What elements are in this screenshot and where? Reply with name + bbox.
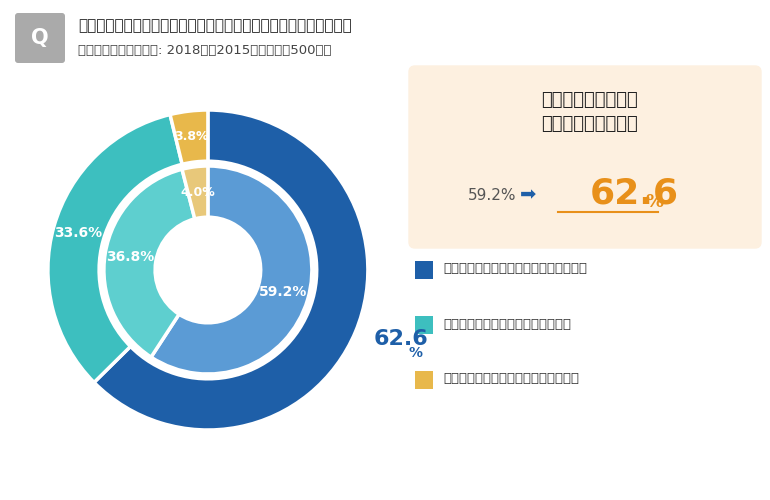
- Text: あなたは、防犯カメラをもっと設置したほうが良いと思いますか。: あなたは、防犯カメラをもっと設置したほうが良いと思いますか。: [78, 18, 352, 34]
- Wedge shape: [48, 114, 182, 382]
- Wedge shape: [170, 110, 208, 164]
- FancyBboxPatch shape: [15, 13, 65, 63]
- FancyBboxPatch shape: [409, 66, 761, 248]
- Text: 3.8%: 3.8%: [175, 130, 209, 143]
- Text: 59.2%: 59.2%: [468, 188, 517, 202]
- Text: Q: Q: [32, 28, 49, 48]
- Text: %: %: [645, 193, 663, 211]
- Text: （単数回答、回答者数: 2018年・2015年それぞれ500人）: （単数回答、回答者数: 2018年・2015年それぞれ500人）: [78, 44, 332, 57]
- Text: 36.8%: 36.8%: [106, 250, 155, 264]
- Text: 防犯カメラの数を減らしたほうが良い: 防犯カメラの数を減らしたほうが良い: [443, 372, 579, 386]
- Text: もっと防犯カメラを: もっと防犯カメラを: [541, 91, 638, 109]
- Bar: [415, 371, 433, 389]
- Wedge shape: [94, 110, 368, 430]
- Text: もっと防犯カメラを設置したほうが良い: もっと防犯カメラを設置したほうが良い: [443, 262, 587, 276]
- Text: 33.6%: 33.6%: [55, 226, 102, 240]
- Text: 4.0%: 4.0%: [181, 186, 216, 198]
- Circle shape: [155, 217, 261, 323]
- Text: ➡: ➡: [520, 186, 536, 204]
- Text: 59.2%: 59.2%: [259, 286, 307, 300]
- Bar: [415, 316, 433, 334]
- Wedge shape: [104, 170, 195, 357]
- Text: 62.6: 62.6: [590, 176, 679, 210]
- Text: 設置したほうが良い: 設置したほうが良い: [541, 115, 638, 133]
- Text: 防犯カメラの数は現状のままで良い: 防犯カメラの数は現状のままで良い: [443, 318, 571, 330]
- Wedge shape: [182, 166, 208, 219]
- Text: 62.6: 62.6: [373, 329, 428, 349]
- Wedge shape: [151, 166, 312, 374]
- Bar: [415, 261, 433, 279]
- Text: %: %: [408, 346, 423, 360]
